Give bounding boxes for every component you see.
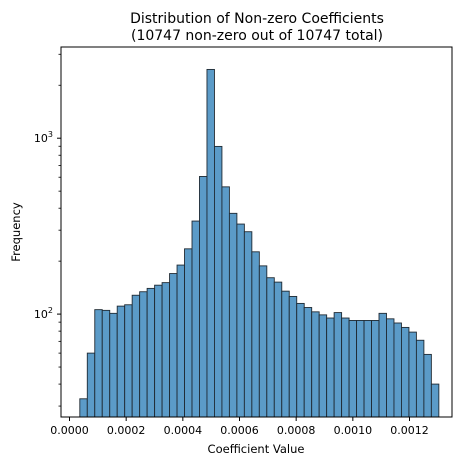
histogram-bar — [393, 322, 402, 418]
histogram-bar — [131, 294, 141, 418]
histogram-bar — [161, 282, 171, 418]
chart-subtitle: (10747 non-zero out of 10747 total) — [131, 28, 383, 44]
histogram-bar — [386, 318, 395, 418]
histogram-bar — [213, 145, 223, 418]
histogram-bar — [191, 220, 200, 418]
histogram-bar — [408, 331, 417, 418]
histogram-bar — [288, 295, 298, 418]
histogram-bar — [146, 287, 156, 418]
histogram-bar — [199, 176, 208, 418]
histogram-bar — [139, 291, 148, 418]
histogram-bar — [356, 320, 365, 418]
histogram-bars — [79, 68, 440, 418]
x-tick-label: 0.0008 — [277, 424, 316, 437]
histogram-bar — [79, 398, 88, 418]
histogram-bar — [281, 290, 290, 418]
histogram-bar — [318, 314, 328, 418]
y-axis-ticks: 102 103 — [34, 53, 61, 407]
histogram-bar — [221, 186, 230, 418]
histogram-bar — [378, 312, 387, 418]
histogram-bar — [124, 304, 133, 418]
histogram-bar — [423, 353, 432, 418]
histogram-bar — [371, 320, 380, 418]
x-tick-label: 0.0006 — [220, 424, 259, 437]
histogram-bar — [326, 317, 335, 418]
x-tick-label: 0.0002 — [107, 424, 146, 437]
histogram-bar — [116, 305, 126, 418]
histogram-bar — [348, 320, 358, 418]
x-tick-label: 0.0000 — [50, 424, 89, 437]
histogram-bar — [154, 284, 163, 418]
histogram-bar — [236, 223, 245, 418]
histogram-bar — [266, 277, 275, 418]
histogram-bar — [430, 383, 440, 418]
x-tick-label: 0.0012 — [390, 424, 429, 437]
histogram-bar — [228, 212, 238, 418]
plot-frame — [60, 46, 453, 418]
x-axis-label: Coefficient Value — [208, 442, 305, 456]
histogram-bar — [101, 309, 111, 418]
x-tick-label: 0.0010 — [334, 424, 373, 437]
histogram-bar — [273, 281, 283, 418]
histogram-bar — [251, 251, 260, 418]
histogram-bar — [258, 265, 268, 418]
histogram-bar — [169, 273, 178, 418]
histogram-bar — [176, 264, 185, 418]
histogram-bar — [109, 312, 118, 418]
y-tick-label: 103 — [34, 130, 53, 145]
histogram-bar — [303, 307, 313, 418]
histogram-bar — [184, 248, 193, 418]
histogram-bar — [94, 309, 103, 418]
histogram-bar — [206, 68, 215, 418]
y-tick-label: 102 — [34, 306, 53, 321]
x-axis-ticks: 0.0000 0.0002 0.0004 0.0006 0.0008 0.0010 0.00… — [50, 417, 429, 437]
y-axis-label: Frequency — [9, 202, 23, 262]
histogram-bar — [401, 326, 410, 418]
x-tick-label: 0.0004 — [164, 424, 203, 437]
histogram-bar — [86, 352, 96, 418]
histogram-bar — [415, 339, 425, 418]
chart-title: Distribution of Non-zero Coefficients — [130, 11, 384, 27]
histogram-bar — [311, 311, 320, 418]
histogram-bar — [296, 302, 305, 418]
histogram-bar — [341, 317, 350, 418]
histogram-bar — [333, 312, 343, 418]
histogram-bar — [243, 231, 253, 418]
histogram-bar — [363, 320, 372, 418]
